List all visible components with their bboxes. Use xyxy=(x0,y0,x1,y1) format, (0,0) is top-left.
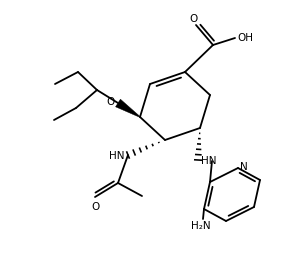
Text: HN: HN xyxy=(201,156,217,166)
Text: HN: HN xyxy=(109,151,125,161)
Text: O: O xyxy=(107,97,115,107)
Text: O: O xyxy=(190,14,198,24)
Text: OH: OH xyxy=(237,33,253,43)
Text: O: O xyxy=(92,202,100,212)
Polygon shape xyxy=(116,99,140,117)
Text: H₂N: H₂N xyxy=(191,221,211,231)
Text: N: N xyxy=(240,162,248,172)
